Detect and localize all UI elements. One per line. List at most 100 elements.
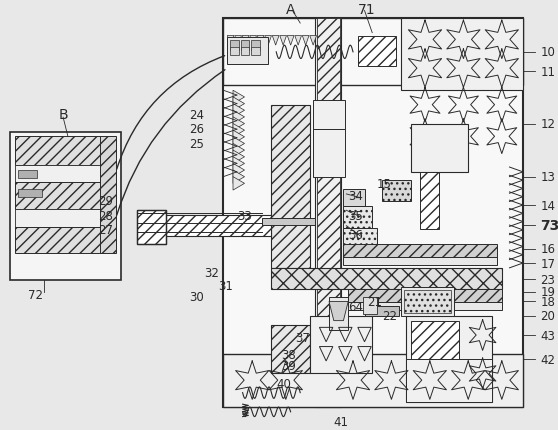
Text: 41: 41 (334, 415, 349, 428)
Polygon shape (287, 37, 294, 46)
Text: 23: 23 (540, 273, 555, 286)
Bar (358, 37, 396, 67)
Polygon shape (233, 104, 244, 118)
Text: A: A (286, 3, 295, 17)
Bar (223, 19, 523, 407)
Bar (420, 172, 439, 230)
Bar (401, 287, 454, 316)
Polygon shape (233, 177, 244, 190)
Bar (15, 137, 102, 166)
Text: 11: 11 (540, 65, 555, 78)
Polygon shape (265, 37, 272, 46)
Bar (18, 190, 42, 197)
Polygon shape (233, 91, 244, 104)
Polygon shape (233, 164, 244, 177)
Polygon shape (233, 157, 244, 171)
Polygon shape (233, 98, 244, 111)
Polygon shape (257, 37, 264, 46)
Bar (223, 354, 523, 407)
Bar (240, 41, 249, 51)
Bar (312, 101, 345, 129)
Text: 19: 19 (540, 286, 555, 299)
Bar (348, 303, 502, 310)
Bar (137, 211, 166, 244)
Bar (343, 190, 364, 207)
Polygon shape (227, 37, 234, 46)
Text: 25: 25 (189, 137, 204, 150)
Polygon shape (302, 37, 309, 46)
Bar (15, 183, 102, 210)
Bar (10, 132, 121, 281)
Bar (401, 19, 523, 91)
Bar (406, 359, 492, 402)
Polygon shape (242, 37, 249, 46)
Bar (406, 316, 492, 402)
Bar (271, 268, 502, 289)
Bar (262, 218, 315, 225)
Polygon shape (233, 131, 244, 144)
Text: 40: 40 (276, 377, 291, 390)
Text: 32: 32 (204, 267, 219, 280)
Bar (329, 297, 348, 331)
Bar (230, 48, 239, 55)
Text: 36: 36 (348, 228, 363, 241)
Bar (251, 41, 260, 51)
Text: 42: 42 (540, 353, 555, 366)
Text: 24: 24 (189, 108, 204, 121)
Bar (411, 321, 459, 359)
Text: 27: 27 (98, 224, 113, 236)
Bar (137, 211, 166, 244)
Polygon shape (250, 37, 257, 46)
Text: B: B (58, 108, 68, 122)
Bar (315, 19, 341, 407)
Polygon shape (233, 111, 244, 124)
Text: 31: 31 (218, 279, 233, 292)
Polygon shape (310, 37, 316, 46)
Bar (99, 137, 116, 254)
Text: 20: 20 (540, 310, 555, 322)
Text: 13: 13 (540, 171, 555, 184)
Polygon shape (272, 37, 279, 46)
Polygon shape (233, 150, 244, 164)
Text: 10: 10 (540, 46, 555, 59)
Bar (15, 210, 102, 227)
Polygon shape (295, 37, 301, 46)
Text: 18: 18 (540, 295, 555, 308)
Bar (15, 227, 102, 254)
Polygon shape (233, 117, 244, 131)
Bar (18, 171, 37, 178)
Bar (348, 289, 502, 303)
Text: 15: 15 (377, 178, 392, 190)
Polygon shape (233, 144, 244, 157)
Text: 43: 43 (540, 329, 555, 342)
Bar (404, 290, 451, 313)
Bar (147, 215, 271, 237)
Bar (227, 38, 268, 65)
Bar (15, 166, 102, 183)
Bar (343, 258, 497, 265)
Text: 17: 17 (540, 257, 555, 270)
Text: 38: 38 (281, 348, 296, 361)
Text: 29: 29 (98, 195, 113, 208)
Text: 26: 26 (189, 123, 204, 136)
Bar (271, 105, 310, 268)
Polygon shape (233, 171, 244, 184)
Bar (251, 48, 260, 55)
Text: 16: 16 (540, 243, 555, 255)
Polygon shape (233, 124, 244, 138)
Polygon shape (233, 138, 244, 151)
Bar (230, 41, 239, 51)
Bar (316, 19, 340, 407)
Bar (310, 316, 372, 374)
Text: 14: 14 (540, 200, 555, 212)
Text: 72: 72 (27, 289, 42, 301)
Text: 33: 33 (238, 209, 252, 222)
Bar (240, 48, 249, 55)
Bar (365, 307, 399, 316)
Text: 30: 30 (190, 290, 204, 304)
Bar (363, 297, 377, 314)
Bar (382, 180, 411, 201)
Polygon shape (235, 37, 242, 46)
Bar (271, 326, 310, 374)
Bar (223, 19, 523, 86)
